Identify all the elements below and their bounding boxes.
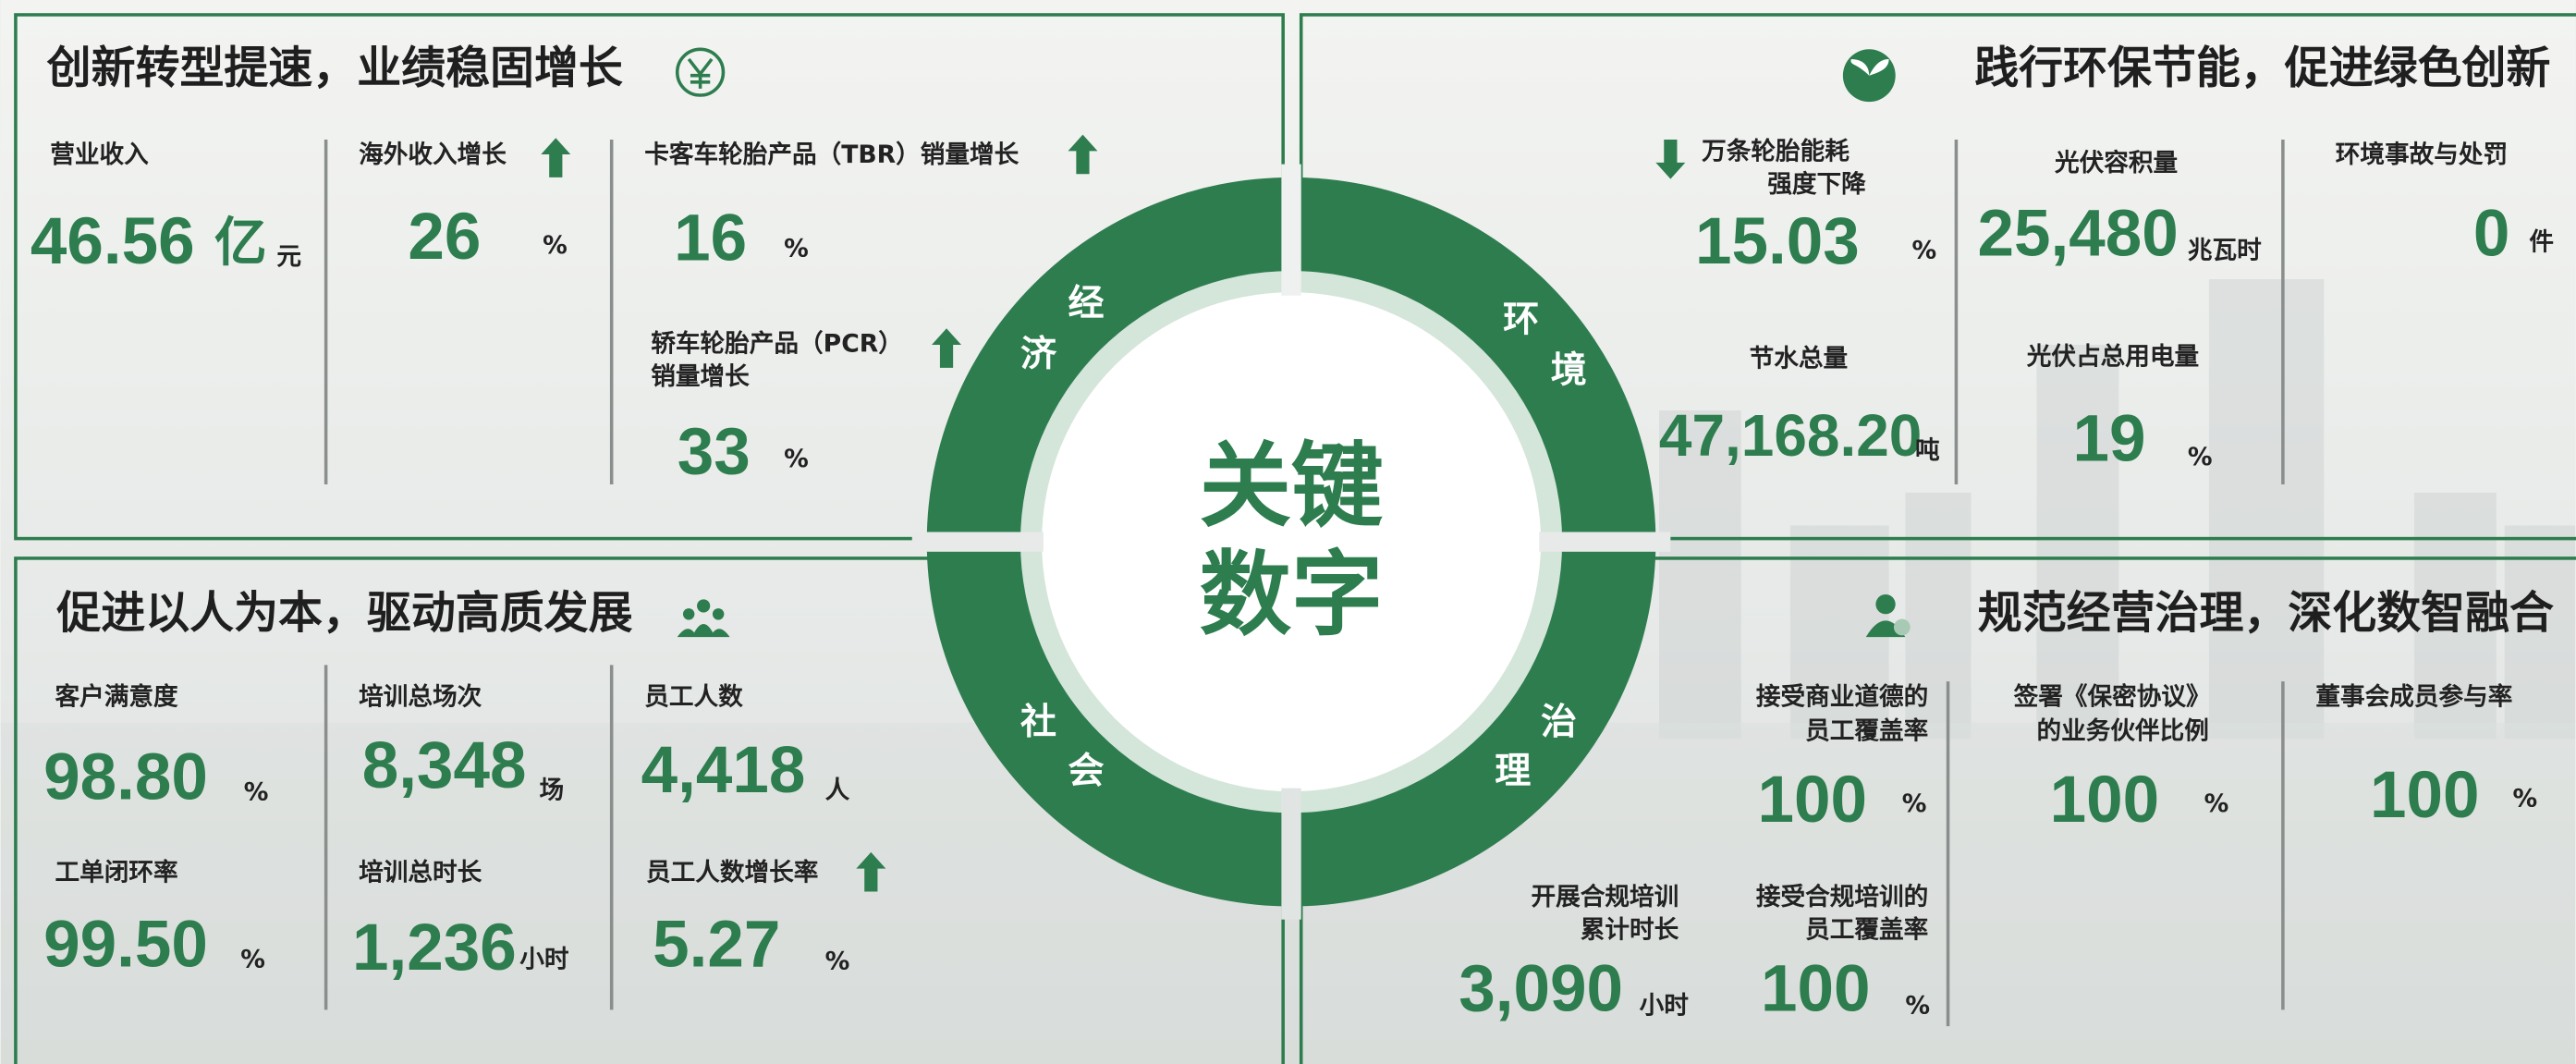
metric-label: 员工人数 (644, 682, 743, 711)
metric-value: 4,418 (641, 734, 806, 807)
trend-arrow (1068, 134, 1098, 175)
metric-value: 46.56 (31, 205, 195, 278)
metric-unit: 件 (2529, 227, 2554, 256)
metric-value: 98.80 (43, 740, 208, 813)
metric-value: 33 (678, 416, 751, 489)
metric-label: 万条轮胎能耗 (1702, 138, 1850, 166)
metric-value: 100 (2370, 759, 2480, 832)
metric-label: 海外收入增长 (359, 141, 507, 169)
icon-people (677, 599, 730, 638)
metric-unit: 小时 (1640, 991, 1690, 1020)
metric-unit: % (2188, 443, 2213, 471)
metric-value: 26 (408, 201, 481, 274)
metric-label: 员工人数增长率 (646, 858, 818, 887)
ring-label: 会 (1068, 751, 1104, 792)
ring-label: 理 (1495, 751, 1531, 792)
ring (911, 164, 1671, 920)
ring-label: 经 (1068, 283, 1104, 324)
metric-unit: 吨 (1915, 436, 1940, 465)
metric-unit: % (244, 777, 269, 806)
ring-label: 环 (1503, 300, 1539, 341)
metric-unit: 小时 (519, 946, 569, 974)
metric-label: 董事会成员参与率 (2315, 682, 2512, 711)
section-title: 促进以人为本，驱动高质发展 (55, 587, 632, 639)
metric-value: 100 (2050, 764, 2160, 837)
metric-label: 的业务伙伴比例 (2036, 717, 2208, 746)
trend-arrow (932, 328, 962, 368)
trend-arrow (541, 138, 571, 177)
metric-label: 员工覆盖率 (1805, 717, 1928, 746)
metric-value: 0 (2473, 197, 2510, 270)
section-title: 践行环保节能，促进绿色创新 (1974, 42, 2550, 93)
metric-unit: 人 (825, 777, 850, 805)
metric-value: 100 (1761, 952, 1871, 1025)
metric-label: 签署《保密协议》 (2014, 682, 2211, 711)
metric-unit: % (784, 445, 809, 473)
metric-label: 环境事故与处罚 (2336, 141, 2508, 169)
metric-value: 99.50 (43, 908, 208, 981)
center-title: 关键 (1200, 434, 1384, 540)
trend-arrow (1655, 139, 1686, 179)
dividers (324, 139, 2285, 1027)
metric-value: 5.27 (653, 908, 780, 981)
metric-label: 员工覆盖率 (1805, 916, 1928, 945)
metric-label: 接受商业道德的 (1756, 682, 1928, 711)
metric-value: 47,168.20 (1659, 402, 1922, 469)
metric-unit: % (240, 946, 265, 974)
metric-label: 培训总时长 (359, 858, 482, 887)
metric-unit: 兆瓦时 (2188, 236, 2262, 264)
metric-label: 强度下降 (1767, 170, 1866, 199)
metric-unit: % (1905, 991, 1930, 1020)
metric-value: 1,236 (352, 911, 517, 985)
metric-value: 8,348 (362, 729, 527, 802)
icon-person (1865, 593, 1911, 638)
metric-unit: % (1902, 789, 1927, 818)
metric-label: 光伏容积量 (2054, 149, 2178, 177)
metric-unit-large: 亿 (214, 214, 267, 272)
metric-value: 15.03 (1695, 205, 1860, 278)
metric-value: 25,480 (1978, 197, 2179, 270)
metric-label: 卡客车轮胎产品（TBR）销量增长 (644, 141, 1019, 169)
metric-label: 节水总量 (1750, 344, 1848, 373)
section-title: 规范经营治理，深化数智融合 (1978, 587, 2554, 639)
metric-unit: % (543, 231, 568, 260)
city-silhouette (0, 278, 2576, 1064)
metric-value: 3,090 (1459, 952, 1623, 1025)
ring-label: 济 (1020, 334, 1057, 375)
metric-value: 16 (674, 202, 747, 275)
ring-label: 治 (1541, 702, 1577, 743)
metric-label: 接受合规培训的 (1756, 883, 1928, 911)
icon-yen (675, 47, 726, 97)
metric-unit: 元 (276, 242, 301, 271)
metric-value: 19 (2073, 402, 2146, 475)
metric-label: 客户满意度 (55, 682, 178, 711)
metric-unit: % (825, 947, 850, 975)
metric-label: 销量增长 (651, 362, 750, 391)
metric-label: 累计时长 (1581, 916, 1679, 945)
metric-label: 培训总场次 (359, 682, 482, 711)
metric-label: 工单闭环率 (55, 858, 178, 887)
ring-label: 社 (1020, 702, 1056, 743)
metric-label: 轿车轮胎产品（PCR） (651, 330, 903, 359)
section-title: 创新转型提速，业绩稳固增长 (47, 42, 623, 93)
metric-label: 开展合规培训 (1531, 883, 1679, 911)
metric-value: 100 (1758, 764, 1868, 837)
metric-unit: % (2204, 789, 2229, 818)
metric-label: 营业收入 (50, 141, 149, 169)
metric-label: 光伏占总用电量 (2026, 343, 2199, 372)
icon-leaf (1842, 49, 1896, 103)
metric-unit: % (1911, 236, 1936, 264)
metric-unit: % (784, 234, 809, 263)
ring-label: 境 (1551, 350, 1587, 392)
metric-unit: % (2513, 785, 2538, 813)
trend-arrow (856, 851, 886, 892)
center-title: 数字 (1200, 542, 1384, 648)
metric-unit: 场 (540, 777, 565, 805)
